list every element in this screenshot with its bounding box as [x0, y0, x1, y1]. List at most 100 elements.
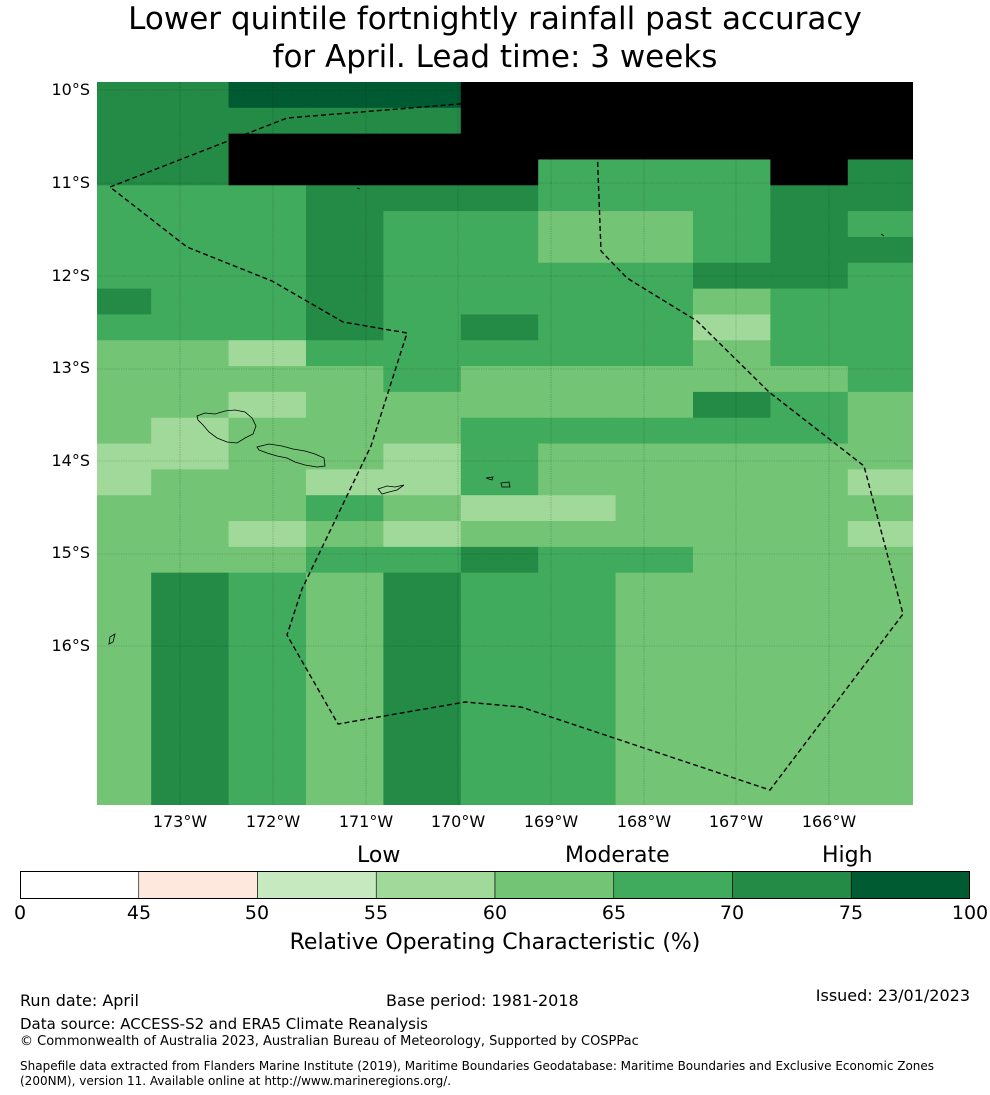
island-small-sw	[108, 633, 116, 645]
grid-cell	[151, 159, 230, 186]
grid-cell	[770, 288, 849, 315]
grid-cell	[305, 340, 384, 367]
lat-label-14s: 14°S	[51, 451, 90, 470]
category-moderate: Moderate	[565, 843, 670, 868]
grid-cell	[538, 262, 617, 290]
grid-cell	[538, 546, 617, 574]
lon-label-171w: 171°W	[338, 812, 394, 831]
chart-title-line-2: for April. Lead time: 3 weeks	[272, 39, 718, 75]
colorbar-segment	[257, 871, 377, 899]
grid-cell	[151, 495, 230, 522]
grid-cell	[151, 262, 230, 290]
graticule	[97, 82, 913, 805]
grid-cell	[305, 521, 384, 548]
grid-cell	[460, 133, 539, 160]
grid-cell	[538, 236, 617, 264]
grid-cell	[305, 546, 384, 574]
grid-cell	[847, 546, 913, 574]
grid-cell	[151, 572, 230, 599]
copyright: © Commonwealth of Australia 2023, Austra…	[20, 1034, 639, 1049]
grid-cell	[847, 82, 913, 109]
grid-cell	[770, 598, 849, 805]
grid-cell	[615, 417, 694, 445]
grid-cell	[305, 133, 384, 160]
colorbar-border	[20, 871, 970, 899]
islands	[108, 171, 885, 645]
grid-cell	[538, 521, 617, 548]
grid-cell	[97, 521, 152, 548]
grid-cell	[383, 288, 462, 315]
grid-cell	[615, 133, 694, 160]
grid-cell	[847, 521, 913, 548]
grid-cell	[460, 366, 539, 393]
grid-cell	[615, 598, 694, 805]
island-upolu	[256, 443, 326, 468]
grid-cell	[305, 495, 384, 522]
grid-cell	[305, 262, 384, 290]
grid-cell	[97, 443, 152, 470]
grid-cell	[460, 495, 539, 522]
lat-label-13s: 13°S	[51, 358, 90, 377]
grid-cell	[538, 107, 617, 135]
grid-cell	[615, 262, 694, 290]
grid-cell	[615, 469, 694, 496]
colorbar-segment	[613, 871, 733, 899]
lat-label-15s: 15°S	[51, 543, 90, 562]
grid-cell	[692, 211, 771, 238]
grid-cell	[692, 495, 771, 522]
grid-cell	[305, 288, 384, 315]
grid-cell	[383, 521, 462, 548]
grid-cell	[847, 366, 913, 393]
grid-cell	[460, 262, 539, 290]
grid-cell	[770, 107, 849, 135]
grid-cell	[538, 211, 617, 238]
grid-cell	[460, 82, 539, 109]
grid-cell	[847, 236, 913, 264]
lon-label-166w: 166°W	[801, 812, 857, 831]
grid-cell	[538, 469, 617, 496]
grid-cell	[770, 133, 849, 160]
grid-cell	[538, 598, 617, 805]
grid-cell	[305, 107, 384, 135]
grid-cell	[538, 82, 617, 109]
grid-cell	[151, 391, 230, 419]
grid-cell	[151, 469, 230, 496]
grid-cell	[615, 495, 694, 522]
grid-cell	[97, 366, 152, 393]
grid-cell	[847, 391, 913, 419]
grid-cell	[383, 366, 462, 393]
grid-cell	[847, 211, 913, 238]
colorbar-tick-60: 60	[482, 902, 508, 924]
grid-cell	[151, 443, 230, 470]
grid-cell	[383, 211, 462, 238]
grid-cell	[97, 288, 152, 315]
grid-cell	[615, 572, 694, 599]
grid-cell	[228, 521, 307, 548]
grid-cell	[151, 521, 230, 548]
base-period: Base period: 1981-2018	[386, 991, 579, 1010]
colorbar-tick-55: 55	[363, 902, 389, 924]
colorbar	[20, 871, 970, 899]
grid-cell	[770, 185, 849, 212]
grid-cell	[383, 314, 462, 341]
grid-cell	[692, 314, 771, 341]
grid-cell	[460, 572, 539, 599]
grid-cell	[847, 417, 913, 445]
grid-cell	[97, 469, 152, 496]
grid-cell	[305, 572, 384, 599]
grid-cell	[383, 340, 462, 367]
grid-cell	[770, 417, 849, 445]
grid-cell	[692, 159, 771, 186]
island-tutuila	[377, 484, 405, 495]
grid-cell	[97, 340, 152, 367]
shapefile-credit-line-1: Shapefile data extracted from Flanders M…	[20, 1059, 935, 1073]
grid-cell	[228, 314, 307, 341]
grid-cell	[383, 546, 462, 574]
lon-label-173w: 173°W	[152, 812, 208, 831]
lon-label-168w: 168°W	[616, 812, 672, 831]
grid-cell	[847, 262, 913, 290]
grid-cell	[847, 288, 913, 315]
grid-cell	[770, 572, 849, 599]
grid-cell	[151, 236, 230, 264]
grid-cell	[692, 262, 771, 290]
